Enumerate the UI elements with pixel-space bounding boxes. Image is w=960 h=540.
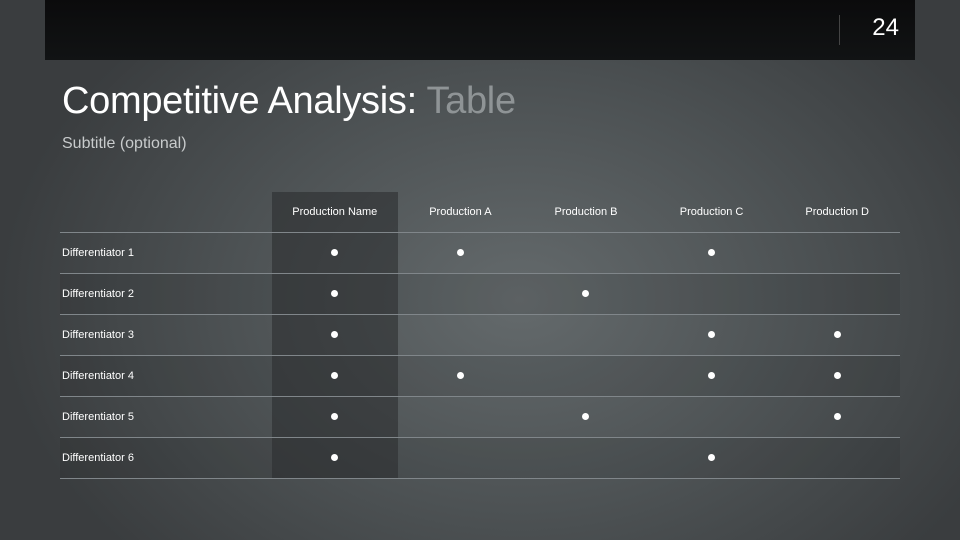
table-cell: [523, 314, 649, 356]
header-bar: 24: [45, 0, 915, 60]
row-label: Differentiator 2: [60, 273, 272, 315]
table-cell: [774, 273, 900, 315]
row-label: Differentiator 5: [60, 396, 272, 438]
dot-icon: [331, 331, 339, 338]
table-cell: [272, 437, 398, 479]
table-cell: [648, 437, 775, 479]
table-cell: [397, 437, 524, 479]
page-number: 24: [872, 14, 899, 41]
empty-header-cell: [60, 192, 272, 233]
table-cell: [397, 232, 524, 274]
table-row: Differentiator 2: [60, 273, 900, 315]
dot-icon: [582, 290, 590, 297]
table-cell: [774, 396, 900, 438]
table-cell: [272, 232, 398, 274]
table-row: Differentiator 6: [60, 437, 900, 479]
column-header: Production C: [648, 192, 775, 233]
table-cell: [774, 437, 900, 479]
dot-icon: [331, 290, 339, 297]
dot-icon: [456, 249, 464, 256]
dot-icon: [331, 372, 339, 379]
dot-icon: [456, 372, 464, 379]
dot-icon: [708, 249, 716, 256]
table-cell: [523, 232, 649, 274]
table-cell: [523, 437, 649, 479]
column-header: Production A: [397, 192, 524, 233]
dot-icon: [833, 372, 841, 379]
table-cell: [648, 355, 775, 397]
comparison-table: Production Name Production A Production …: [60, 192, 900, 479]
title-accent: Table: [426, 80, 516, 122]
column-header: Production D: [774, 192, 900, 233]
dot-icon: [331, 413, 339, 420]
table-row: Differentiator 4: [60, 355, 900, 397]
table-cell: [397, 273, 524, 315]
dot-icon: [582, 413, 590, 420]
dot-icon: [331, 454, 339, 461]
table-cell: [774, 314, 900, 356]
dot-icon: [833, 331, 841, 338]
table-cell: [272, 314, 398, 356]
table-cell: [272, 355, 398, 397]
table-row: Differentiator 5: [60, 396, 900, 438]
slide-subtitle: Subtitle (optional): [62, 135, 187, 152]
dot-icon: [331, 249, 339, 256]
title-main: Competitive Analysis:: [62, 80, 417, 122]
row-label: Differentiator 4: [60, 355, 272, 397]
column-header: Production B: [523, 192, 649, 233]
table-cell: [397, 355, 524, 397]
table-cell: [272, 273, 398, 315]
row-label: Differentiator 6: [60, 437, 272, 479]
table-cell: [397, 396, 524, 438]
dot-icon: [833, 413, 841, 420]
table-cell: [397, 314, 524, 356]
row-label: Differentiator 3: [60, 314, 272, 356]
table-header-row: Production Name Production A Production …: [60, 192, 900, 233]
table-cell: [648, 232, 775, 274]
table-cell: [774, 355, 900, 397]
table-cell: [648, 314, 775, 356]
table-cell: [648, 396, 775, 438]
table-cell: [774, 232, 900, 274]
table-cell: [523, 355, 649, 397]
slide-title: Competitive Analysis: Table: [62, 80, 516, 123]
table-cell: [523, 273, 649, 315]
table-row: Differentiator 1: [60, 232, 900, 274]
dot-icon: [708, 454, 716, 461]
table-cell: [272, 396, 398, 438]
dot-icon: [708, 331, 716, 338]
table-row: Differentiator 3: [60, 314, 900, 356]
header-divider: [839, 15, 840, 45]
table-cell: [523, 396, 649, 438]
table-cell: [648, 273, 775, 315]
row-label: Differentiator 1: [60, 232, 272, 274]
column-header: Production Name: [272, 192, 398, 233]
dot-icon: [708, 372, 716, 379]
